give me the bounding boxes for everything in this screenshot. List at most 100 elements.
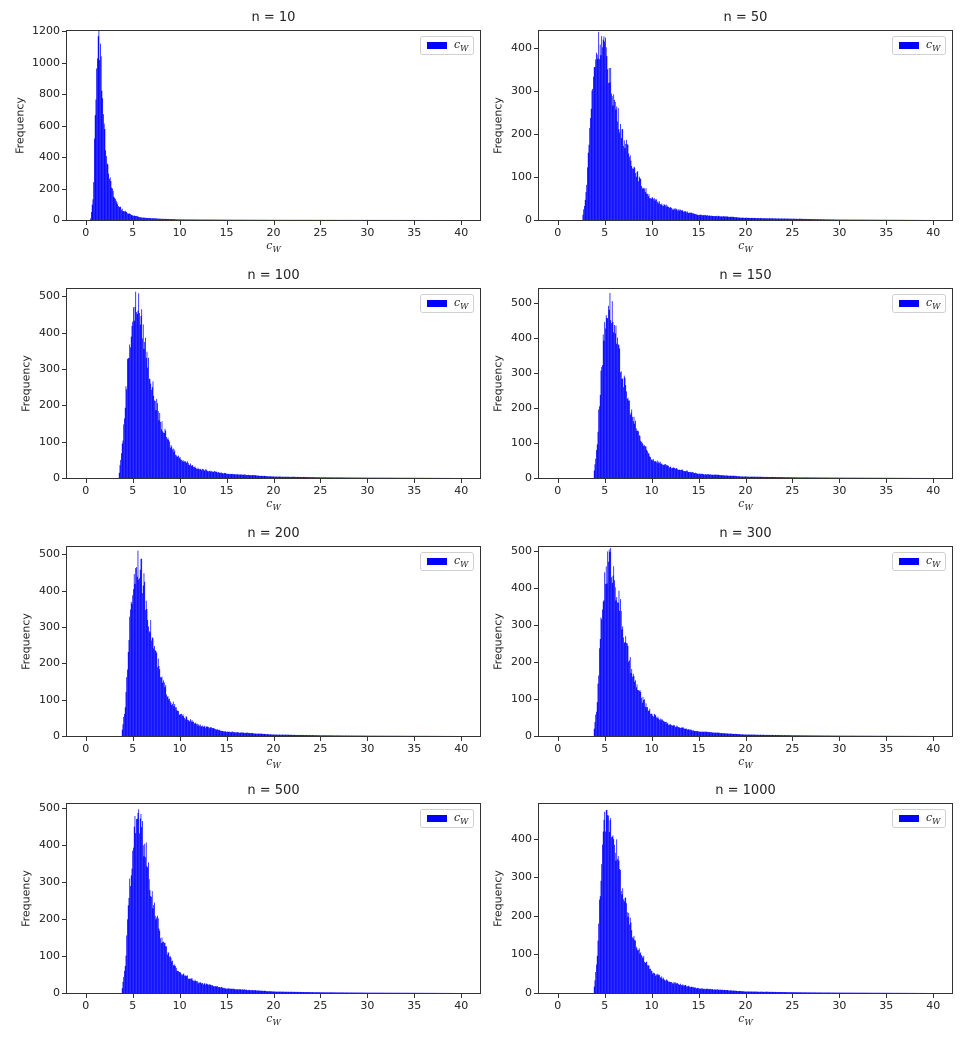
x-tick-mark xyxy=(273,479,275,483)
x-tick-label: 15 xyxy=(691,484,706,497)
y-tick-mark xyxy=(534,478,538,479)
histogram-bars xyxy=(121,550,462,736)
x-tick-mark xyxy=(604,737,606,741)
x-tick-mark xyxy=(651,221,653,225)
y-axis-label: Frequency xyxy=(491,354,505,412)
y-tick-label: 600 xyxy=(39,118,60,132)
y-axis-label: Frequency xyxy=(491,96,505,154)
y-tick-mark xyxy=(534,408,538,409)
x-tick-mark xyxy=(179,479,181,483)
x-tick-mark xyxy=(367,479,369,483)
y-tick-label: 100 xyxy=(39,692,60,706)
x-tick-label: 40 xyxy=(454,742,469,755)
y-tick-mark xyxy=(62,368,66,370)
y-tick-mark xyxy=(62,94,66,95)
x-tick-label: 0 xyxy=(554,742,562,755)
x-tick-label: 30 xyxy=(832,999,847,1012)
x-tick-label: 40 xyxy=(926,484,941,497)
x-tick-mark xyxy=(85,479,87,483)
x-tick-label: 25 xyxy=(785,999,800,1012)
y-tick-label: 400 xyxy=(511,831,532,845)
x-tick-mark xyxy=(414,221,416,225)
panel-title: n = 100 xyxy=(247,268,300,283)
legend-swatch xyxy=(899,815,919,822)
y-tick-mark xyxy=(62,441,66,443)
legend-swatch xyxy=(427,558,447,565)
y-tick-label: 300 xyxy=(511,870,532,884)
x-tick-label: 0 xyxy=(82,484,90,497)
panel-title: n = 500 xyxy=(247,783,300,798)
y-tick-mark xyxy=(534,338,538,339)
legend: cW xyxy=(892,294,946,313)
x-tick-mark xyxy=(933,479,935,483)
x-tick-label: 40 xyxy=(454,484,469,497)
x-tick-mark xyxy=(886,737,888,741)
x-tick-label: 25 xyxy=(313,742,328,755)
histogram-bars xyxy=(121,809,462,993)
x-tick-mark xyxy=(557,737,559,741)
y-tick-mark xyxy=(534,838,538,840)
x-tick-mark xyxy=(85,737,87,741)
x-tick-label: 30 xyxy=(360,742,375,755)
y-tick-mark xyxy=(534,373,538,374)
legend: cW xyxy=(892,809,946,828)
x-tick-label: 35 xyxy=(407,226,422,239)
legend-label: cW xyxy=(454,38,469,54)
y-tick-mark xyxy=(534,550,538,552)
legend-swatch xyxy=(427,42,447,49)
x-tick-mark xyxy=(132,221,134,225)
x-tick-label: 40 xyxy=(454,999,469,1012)
x-tick-label: 5 xyxy=(129,484,137,497)
y-tick-label: 300 xyxy=(39,619,60,633)
histogram-bars xyxy=(593,547,934,736)
x-tick-mark xyxy=(839,479,841,483)
y-tick-mark xyxy=(62,220,66,221)
x-tick-label: 35 xyxy=(879,999,894,1012)
y-tick-mark xyxy=(534,915,538,917)
legend-label: cW xyxy=(454,811,469,827)
x-tick-mark xyxy=(461,221,463,225)
x-tick-mark xyxy=(933,221,935,225)
x-tick-label: 10 xyxy=(644,742,659,755)
x-tick-label: 0 xyxy=(82,742,90,755)
x-tick-label: 15 xyxy=(691,226,706,239)
x-tick-mark xyxy=(132,737,134,741)
x-tick-mark xyxy=(320,221,322,225)
legend-swatch xyxy=(899,42,919,49)
y-tick-label: 300 xyxy=(39,361,60,375)
y-tick-mark xyxy=(534,736,538,737)
x-tick-mark xyxy=(273,994,275,998)
histogram-bars xyxy=(118,291,462,478)
x-tick-mark xyxy=(179,737,181,741)
x-tick-label: 5 xyxy=(601,226,609,239)
x-tick-label: 15 xyxy=(219,999,234,1012)
x-tick-label: 10 xyxy=(644,999,659,1012)
x-tick-label: 5 xyxy=(601,999,609,1012)
plot-area xyxy=(538,30,953,221)
y-tick-mark xyxy=(62,125,66,127)
x-tick-label: 20 xyxy=(266,742,281,755)
x-tick-mark xyxy=(745,479,747,483)
y-tick-mark xyxy=(534,220,538,221)
plot-area xyxy=(66,30,481,221)
x-tick-label: 20 xyxy=(266,999,281,1012)
y-tick-mark xyxy=(62,955,66,957)
x-axis-label: cW xyxy=(266,497,281,513)
y-tick-label: 1200 xyxy=(32,24,60,37)
y-axis-label: Frequency xyxy=(13,96,27,154)
y-tick-mark xyxy=(62,881,66,883)
y-tick-mark xyxy=(62,31,66,32)
x-tick-mark xyxy=(651,479,653,483)
y-tick-label: 100 xyxy=(511,436,532,449)
x-tick-mark xyxy=(792,221,794,225)
x-tick-mark xyxy=(85,221,87,225)
x-tick-label: 35 xyxy=(407,999,422,1012)
x-tick-label: 10 xyxy=(172,484,187,497)
y-tick-mark xyxy=(534,698,538,700)
legend: cW xyxy=(420,809,474,828)
x-tick-label: 40 xyxy=(454,226,469,239)
y-tick-mark xyxy=(62,62,66,64)
x-tick-mark xyxy=(557,994,559,998)
x-tick-label: 35 xyxy=(879,226,894,239)
x-tick-label: 35 xyxy=(407,742,422,755)
